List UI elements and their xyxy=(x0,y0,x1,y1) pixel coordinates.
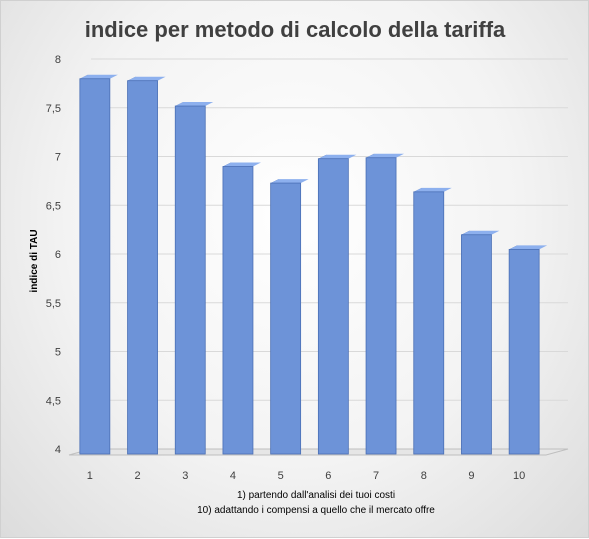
bar-top xyxy=(222,162,261,167)
x-tick-label: 1 xyxy=(87,470,93,482)
y-tick-label: 4 xyxy=(55,444,61,456)
bar xyxy=(365,153,405,455)
bar xyxy=(317,154,357,455)
x-tick-label: 6 xyxy=(325,470,331,482)
bar-front xyxy=(365,157,397,455)
x-tick-label: 9 xyxy=(468,470,474,482)
x-tick-label: 8 xyxy=(421,470,427,482)
bar xyxy=(270,179,309,455)
y-tick-label: 7,5 xyxy=(46,103,61,115)
bar-top xyxy=(79,74,118,79)
bar-front xyxy=(461,234,492,455)
y-tick-label: 6,5 xyxy=(46,200,61,212)
bar-top xyxy=(366,153,405,158)
bar-front xyxy=(508,248,540,455)
bar-front xyxy=(174,105,206,455)
x-tick-label: 10 xyxy=(513,470,525,482)
x-tick-label: 3 xyxy=(182,470,188,482)
x-tick-label: 7 xyxy=(373,470,379,482)
bar-front xyxy=(317,158,349,455)
bar-top xyxy=(175,102,214,107)
y-tick-label: 6 xyxy=(55,249,61,261)
bar xyxy=(222,162,261,455)
bar-front xyxy=(79,78,111,455)
y-tick-label: 7 xyxy=(55,152,61,164)
bar xyxy=(127,76,166,455)
bar xyxy=(508,245,548,455)
bar-top xyxy=(413,187,452,192)
y-tick-label: 5 xyxy=(55,347,61,359)
y-tick-label: 4,5 xyxy=(46,395,61,407)
x-tick-labels: 1 2 3 4 5 6 7 8 9 10 xyxy=(87,470,525,482)
bar-top xyxy=(461,230,500,235)
bar xyxy=(413,187,452,455)
y-axis-label: indice di TAU xyxy=(29,229,40,292)
bar-front xyxy=(222,166,254,455)
x-tick-label: 5 xyxy=(278,470,284,482)
bar xyxy=(174,102,214,455)
y-tick-label: 5,5 xyxy=(46,298,61,310)
bar-top xyxy=(127,76,166,81)
bars xyxy=(79,74,548,455)
bar xyxy=(79,74,118,455)
x-axis-label-line-1: 1) partendo dall'analisi dei tuoi costi xyxy=(237,490,395,501)
bar-top xyxy=(318,154,357,159)
chart-title: indice per metodo di calcolo della tarif… xyxy=(85,17,506,42)
x-tick-label: 2 xyxy=(134,470,140,482)
bar-front xyxy=(127,80,158,455)
y-tick-label: 8 xyxy=(55,54,61,66)
bar-front xyxy=(270,182,302,455)
x-axis-label-line-2: 10) adattando i compensi a quello che il… xyxy=(197,505,435,516)
bar-front xyxy=(413,191,445,455)
x-tick-label: 4 xyxy=(230,470,236,482)
bar-top xyxy=(270,179,309,184)
bar-top xyxy=(509,245,548,250)
y-tick-labels: 4 4,5 5 5,5 6 6,5 7 7,5 8 xyxy=(46,54,61,456)
bar xyxy=(461,230,500,455)
